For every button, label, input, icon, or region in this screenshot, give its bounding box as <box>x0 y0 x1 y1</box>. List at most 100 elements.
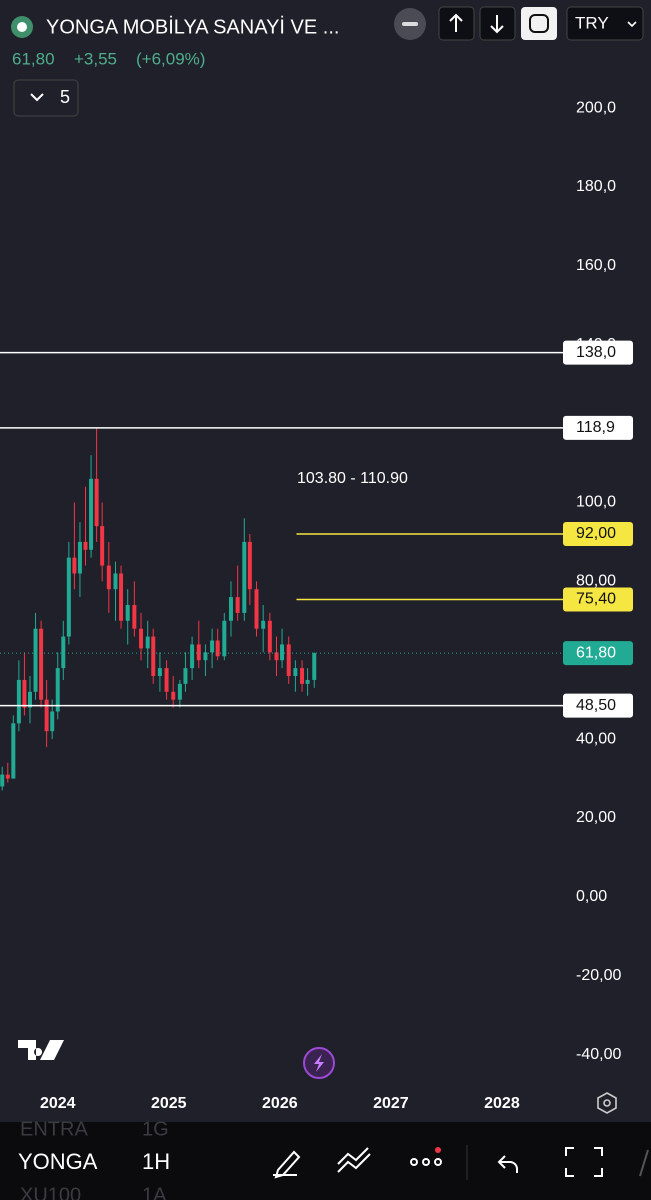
candle-body <box>293 668 298 677</box>
candle-body <box>89 478 94 550</box>
level-label: 75,40 <box>576 591 616 608</box>
candle-body <box>196 644 201 661</box>
level-box <box>563 415 633 440</box>
candle-body <box>280 644 285 661</box>
candle-body <box>119 573 124 621</box>
candle-body <box>210 640 215 653</box>
y-tick-label: 0,00 <box>576 888 607 905</box>
candle-body <box>33 628 38 692</box>
undo-button[interactable] <box>497 1155 518 1173</box>
edge-icon <box>639 1149 649 1177</box>
candle-body <box>157 668 162 677</box>
level-label: 118,9 <box>576 419 615 436</box>
dropdown-icon <box>627 21 637 28</box>
candle-body <box>312 653 317 680</box>
remove-icon <box>402 22 418 26</box>
candle-body <box>300 668 305 684</box>
candle-body <box>274 652 279 661</box>
x-tick-label: 2026 <box>262 1095 298 1112</box>
candle-body <box>190 644 195 669</box>
candle-body <box>228 597 233 621</box>
candle-body <box>11 723 16 779</box>
tv-logo <box>18 1040 64 1060</box>
down-icon <box>490 15 504 34</box>
candle-body <box>151 636 156 677</box>
level-label: 138,0 <box>576 344 616 361</box>
candle-body <box>55 668 60 712</box>
candle-body <box>261 620 266 629</box>
candle-body <box>267 620 272 653</box>
last-price-box <box>563 641 633 666</box>
more-button[interactable] <box>410 1147 442 1166</box>
candle-body <box>203 652 208 661</box>
interval[interactable]: 1H <box>142 1149 170 1174</box>
candle-body <box>286 644 291 677</box>
candle-body <box>100 526 105 566</box>
candle-body <box>44 699 49 732</box>
collapse-button[interactable] <box>13 79 79 117</box>
draw-tool[interactable] <box>273 1150 301 1179</box>
candle-body <box>183 668 188 684</box>
level-label: 48,50 <box>576 697 616 714</box>
candle-body <box>177 683 182 700</box>
currency: TRY <box>575 13 609 32</box>
x-tick-label: 2027 <box>373 1095 409 1112</box>
candle-body <box>113 573 118 590</box>
plot: -40,00-20,000,0020,0040,0080,00100,0140,… <box>0 99 633 1112</box>
last-price-label: 61,80 <box>576 644 616 661</box>
candle-body <box>145 636 150 649</box>
x-tick-label: 2025 <box>151 1095 187 1112</box>
currency-select[interactable] <box>566 6 644 41</box>
y-tick-label: 160,0 <box>576 257 616 274</box>
candle-body <box>66 557 71 637</box>
candle-body <box>222 620 227 657</box>
x-tick-label: 2024 <box>40 1095 76 1112</box>
candle-body <box>106 565 111 590</box>
change: +3,55 <box>74 49 117 68</box>
candle-body <box>50 711 55 732</box>
annotation: 103.80 - 110.90 <box>297 470 408 487</box>
collapse-count: 5 <box>60 87 70 107</box>
y-tick-label: 80,00 <box>576 573 616 590</box>
level-label: 92,00 <box>576 525 616 542</box>
fullscreen-button[interactable] <box>521 7 557 40</box>
prev-symbol: ENTRA <box>20 1118 88 1140</box>
candle-body <box>247 541 252 590</box>
candle-body <box>5 774 10 779</box>
candle-body <box>171 691 176 700</box>
y-tick-label: 200,0 <box>576 99 616 116</box>
level-box <box>563 693 633 718</box>
candle-body <box>22 679 27 708</box>
candle-body <box>0 774 5 787</box>
fullscreen-icon <box>529 14 549 33</box>
settings-icon[interactable] <box>597 1092 617 1114</box>
candle-body <box>215 640 220 657</box>
y-tick-label: -20,00 <box>576 967 621 984</box>
symbol[interactable]: YONGA <box>18 1149 98 1174</box>
next-symbol: XU100 <box>20 1184 81 1200</box>
candle-body <box>61 636 66 669</box>
fullscreen-tool[interactable] <box>565 1147 603 1177</box>
x-tick-label: 2028 <box>484 1095 520 1112</box>
candle-body <box>77 541 82 574</box>
lightning-icon <box>314 1054 324 1072</box>
candle-body <box>39 628 44 700</box>
candle-body <box>27 691 32 708</box>
candle-body <box>83 541 88 550</box>
symbol-title[interactable]: YONGA MOBİLYA SANAYİ VE ... <box>46 15 339 38</box>
candle-body <box>235 597 240 613</box>
up-icon <box>449 13 463 32</box>
candle-body <box>164 668 169 692</box>
prev-interval: 1G <box>142 1118 169 1140</box>
candle-body <box>16 679 21 724</box>
y-tick-label: -40,00 <box>576 1046 621 1063</box>
y-tick-label: 100,0 <box>576 494 616 511</box>
candle-body <box>254 589 259 629</box>
candle-body <box>242 541 247 613</box>
candle-body <box>132 605 137 629</box>
candle-body <box>72 557 77 574</box>
y-tick-label: 20,00 <box>576 809 616 826</box>
collapse-icon <box>30 93 44 102</box>
trend-tool[interactable] <box>337 1147 371 1173</box>
